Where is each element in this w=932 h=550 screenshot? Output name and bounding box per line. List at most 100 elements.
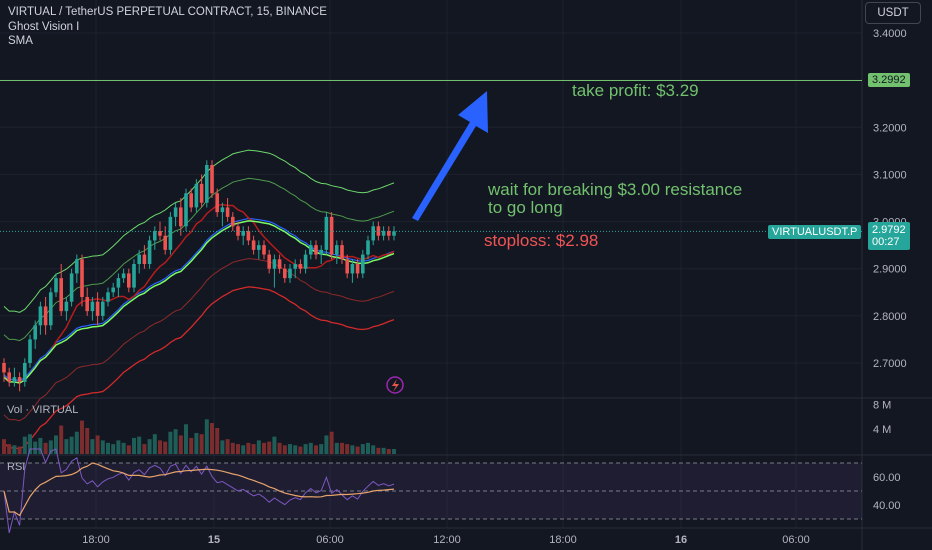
indicator-sma-label[interactable]: SMA	[8, 35, 33, 47]
upper-band-inner	[3, 177, 395, 342]
volume-bar	[54, 435, 58, 454]
symbol-price-tag: VIRTUALUSDT.P	[768, 225, 862, 239]
candle-body	[340, 245, 344, 260]
candles	[2, 160, 396, 392]
volume-bar	[111, 444, 116, 454]
candle-body	[371, 226, 375, 241]
volume-bar	[158, 440, 162, 454]
candle-body	[7, 372, 11, 382]
time-axis-label: 16	[675, 534, 687, 546]
volume-bar	[106, 442, 110, 454]
arrow-shape	[412, 91, 488, 221]
price-axis-label: 3.1000	[873, 169, 907, 181]
volume-bar	[220, 440, 225, 454]
candle-body	[153, 231, 157, 241]
ghost-vision-bands	[3, 149, 395, 450]
candle-body	[147, 240, 152, 264]
volume-bar	[376, 447, 381, 454]
volume-bar	[371, 445, 376, 454]
candle-body	[251, 240, 256, 250]
price-axis-label: 3.2000	[873, 122, 907, 134]
lower-band-outer	[3, 286, 395, 450]
volume-bar	[236, 444, 240, 454]
price-axis-label: 2.9000	[873, 264, 907, 276]
candle-body	[2, 363, 6, 373]
candle-body	[366, 240, 370, 255]
candle-body	[277, 259, 282, 269]
volume-bar	[345, 444, 350, 454]
candle-body	[137, 254, 141, 264]
candle-body	[272, 259, 277, 269]
wait-note-line-1: wait for breaking $3.00 resistance	[488, 180, 743, 199]
candle-body	[54, 278, 58, 293]
candle-body	[314, 245, 318, 255]
price-axis-label: 3.4000	[873, 28, 907, 40]
lightning-icon-ring	[386, 376, 404, 394]
volume-bar	[366, 442, 370, 454]
candle-body	[246, 231, 251, 241]
volume-bar	[95, 435, 100, 454]
volume-bar	[43, 442, 48, 454]
candle-body	[236, 226, 240, 236]
rsi-pane-label[interactable]: RSI	[7, 461, 26, 473]
volume-bar	[126, 445, 131, 454]
symbol-title: VIRTUAL / TetherUS PERPETUAL CONTRACT, 1…	[8, 6, 327, 18]
candle-body	[12, 377, 17, 382]
volume-axis-label: 8 M	[873, 399, 891, 411]
candle-body	[329, 216, 334, 255]
indicator-ghost-vision-label[interactable]: Ghost Vision I	[8, 21, 80, 33]
candle-body	[361, 254, 365, 274]
volume-bar	[230, 442, 235, 454]
time-axis-label: 12:00	[433, 534, 461, 546]
time-axis-label: 18:00	[82, 534, 110, 546]
candle-body	[59, 278, 63, 312]
candle-body	[335, 245, 339, 255]
target-arrow	[412, 91, 488, 221]
volume-bar	[142, 444, 147, 454]
volume-bar	[319, 444, 324, 454]
candle-body	[199, 183, 204, 203]
volume-axis: 8 M 4 M	[873, 399, 891, 436]
volume-bar	[69, 436, 74, 454]
volume-bar	[256, 440, 261, 454]
volume-bar	[282, 445, 287, 454]
candle-body	[215, 193, 219, 213]
volume-bar	[189, 437, 194, 454]
candle-body	[127, 273, 131, 288]
volume-bar	[12, 445, 17, 454]
candle-body	[49, 292, 53, 326]
volume-bar	[178, 435, 183, 454]
volume-bar	[28, 434, 32, 454]
currency-button[interactable]: USDT	[865, 2, 921, 24]
candle-body	[345, 259, 349, 274]
rsi-axis: 60.00 40.00	[873, 472, 901, 512]
volume-bar	[329, 431, 334, 454]
time-axis-label: 06:00	[782, 534, 810, 546]
candle-body	[17, 377, 22, 382]
candle-body	[95, 301, 100, 316]
candle-body	[319, 249, 323, 255]
candle-body	[355, 264, 360, 274]
bar-countdown: 00:27	[872, 236, 900, 248]
volume-bar	[298, 446, 303, 454]
candle-body	[43, 306, 48, 326]
time-axis: 18:00 15 06:00 12:00 18:00 16 06:00	[82, 534, 810, 546]
volume-bar	[64, 439, 69, 454]
volume-bar	[251, 444, 256, 454]
candle-body	[64, 301, 69, 312]
stoploss-note: stoploss: $2.98	[484, 231, 599, 250]
volume-pane-label[interactable]: Vol · VIRTUAL	[7, 404, 79, 416]
candle-body	[205, 165, 209, 203]
grid-lines	[0, 0, 862, 528]
candle-body	[189, 193, 193, 208]
rsi-axis-label: 60.00	[873, 472, 901, 484]
candle-body	[75, 259, 79, 274]
candle-body	[80, 259, 84, 297]
candle-body	[267, 254, 271, 269]
candle-body	[210, 165, 214, 194]
lightning-bolt	[392, 379, 399, 392]
candle-body	[142, 254, 147, 264]
candle-body	[101, 301, 105, 316]
